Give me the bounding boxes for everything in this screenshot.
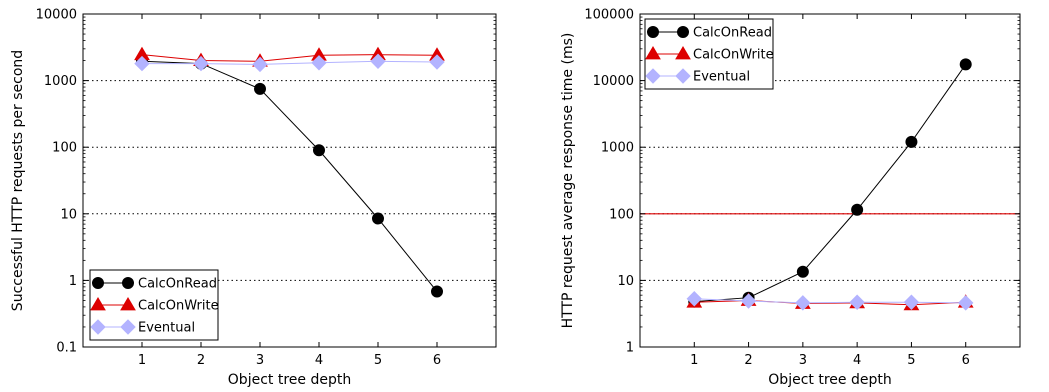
data-point (903, 294, 920, 310)
y-tick-label: 10 (617, 274, 634, 289)
x-tick-label: 4 (315, 353, 323, 368)
y-tick-label: 100000 (584, 8, 634, 23)
legend-marker (645, 68, 661, 84)
x-tick-label: 3 (799, 353, 807, 368)
legend-marker (92, 277, 104, 289)
series-eventual (134, 53, 445, 73)
x-tick-label: 1 (690, 353, 698, 368)
x-tick-label: 5 (907, 353, 915, 368)
plot-frame (82, 13, 497, 348)
series-line (141, 60, 438, 292)
chart-panel-2: 1 10 100 1000 10000 100000 1 2 3 4 5 6 Object tree d… (560, 8, 1021, 388)
data-point (254, 82, 266, 95)
x-tick-label: 2 (197, 353, 205, 368)
y-tick-label: 1 (69, 274, 77, 289)
y-tick-label: 10 (60, 207, 77, 222)
chart-panel-1: 0.1 1 10 100 1000 10000 1 2 3 4 5 6 Object tree dept… (10, 8, 497, 388)
data-point (795, 295, 811, 311)
legend-marker (90, 297, 106, 311)
legend-marker (677, 26, 689, 38)
data-point (959, 58, 972, 71)
plot-frame (639, 13, 1021, 348)
legend-label: CalcOnWrite (138, 299, 219, 314)
y-tick-label: 10000 (36, 8, 77, 23)
data-point (686, 291, 702, 307)
y-tick-label: 1000 (44, 74, 77, 89)
data-point (905, 135, 918, 148)
x-tick-label: 2 (744, 353, 752, 368)
legend-marker (647, 26, 659, 38)
x-tick-label: 1 (138, 353, 146, 368)
legend-label: Eventual (138, 321, 195, 336)
y-axis-label: HTTP request average response time (ms) (560, 33, 576, 329)
legend-marker (120, 297, 136, 311)
series-eventual (686, 291, 974, 311)
x-tick-label: 4 (853, 353, 861, 368)
y-tick-label: 100 (52, 141, 77, 156)
legend: CalcOnRead CalcOnWrite Eventual (89, 269, 219, 341)
series-line (694, 298, 966, 304)
series-calconread (136, 55, 443, 298)
y-tick-label: 100 (609, 207, 634, 222)
legend-label: CalcOnRead (138, 277, 217, 292)
legend-marker (120, 319, 136, 335)
data-point (193, 55, 209, 72)
data-point (134, 55, 150, 72)
y-axis-label: Successful HTTP requests per second (10, 50, 26, 311)
data-point (313, 144, 325, 157)
y-tick-label: 1000 (601, 141, 634, 156)
data-point (431, 285, 443, 298)
data-point (849, 294, 865, 310)
x-tick-label: 6 (433, 353, 441, 368)
x-tick-label: 5 (374, 353, 382, 368)
series-line (141, 54, 438, 62)
data-point (252, 56, 268, 73)
legend-marker (90, 319, 106, 335)
series-calconread (688, 58, 972, 308)
x-axis-label: Object tree depth (228, 372, 351, 388)
legend-marker (645, 46, 661, 60)
legend: CalcOnRead CalcOnWrite Eventual (644, 18, 774, 90)
data-point (370, 53, 386, 69)
x-tick-label: 3 (256, 353, 264, 368)
data-point (429, 54, 445, 70)
data-point (372, 212, 384, 225)
legend-marker (122, 277, 134, 289)
data-point (311, 55, 327, 71)
series-line (694, 64, 967, 303)
x-axis-label: Object tree depth (768, 372, 891, 388)
legend-label: CalcOnRead (693, 26, 772, 41)
y-tick-label: 10000 (593, 74, 634, 89)
x-tick-label: 6 (962, 353, 970, 368)
y-tick-label: 0.1 (56, 341, 77, 356)
y-tick-label: 1 (626, 341, 634, 356)
legend-marker (675, 46, 691, 60)
legend-label: CalcOnWrite (693, 48, 774, 63)
data-point (740, 293, 757, 309)
data-point (958, 295, 974, 311)
series-calconwrite (686, 292, 974, 311)
legend-marker (675, 68, 691, 84)
data-point (796, 265, 809, 278)
series-line (142, 60, 438, 65)
legend-label: Eventual (693, 70, 750, 85)
data-point (851, 203, 864, 216)
